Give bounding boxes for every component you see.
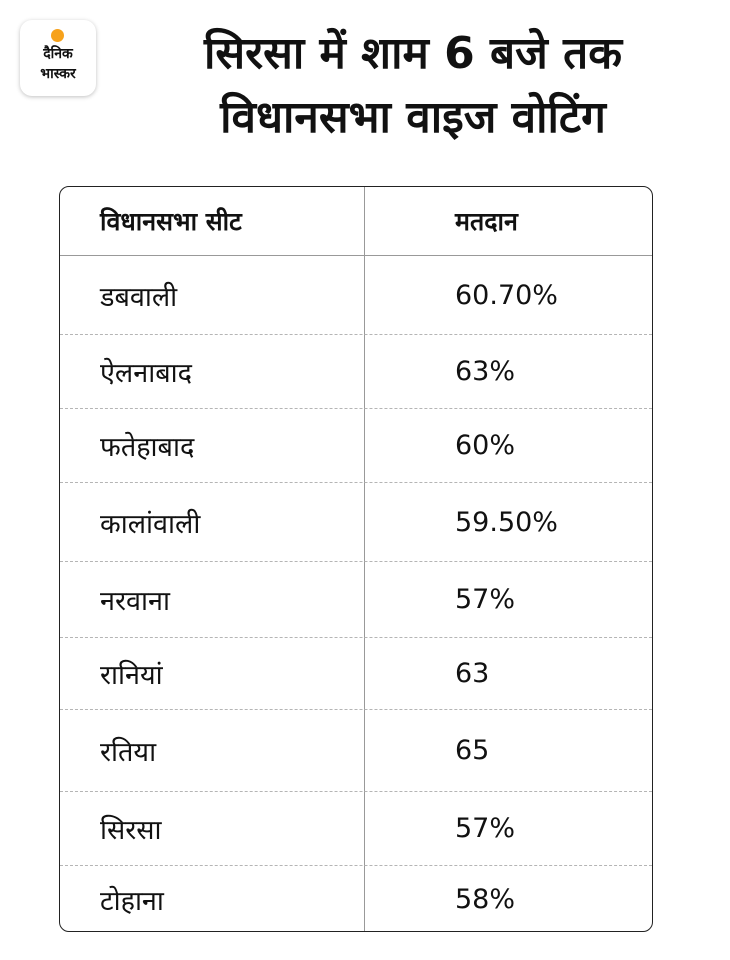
header-seat: विधानसभा सीट <box>100 207 242 236</box>
turnout-value: 59.50% <box>455 506 558 538</box>
turnout-value: 63% <box>455 356 516 387</box>
seat-name: टोहाना <box>100 886 164 917</box>
dainik-bhaskar-logo: दैनिक भास्कर <box>20 20 96 96</box>
seat-name: डबवाली <box>100 281 178 313</box>
turnout-value: 60.70% <box>455 279 558 311</box>
title-line2: विधानसभा वाइज वोटिंग <box>220 92 606 143</box>
header-turnout: मतदान <box>455 207 518 236</box>
table-row: ऐलनाबाद 63% <box>60 334 652 408</box>
seat-name: रानियां <box>100 660 163 691</box>
table-row: नरवाना 57% <box>60 561 652 637</box>
turnout-value: 57% <box>455 584 516 615</box>
table-header-row: विधानसभा सीट मतदान <box>60 187 652 255</box>
table-row: टोहाना 58% <box>60 865 652 931</box>
turnout-value: 60% <box>455 430 516 461</box>
table-row: सिरसा 57% <box>60 791 652 865</box>
turnout-value: 57% <box>455 813 516 844</box>
turnout-value: 58% <box>455 884 516 915</box>
table-row: कालांवाली 59.50% <box>60 482 652 561</box>
seat-name: रतिया <box>100 737 157 768</box>
table-row: रानियां 63 <box>60 637 652 709</box>
table-row: रतिया 65 <box>60 709 652 791</box>
sun-icon <box>51 29 64 42</box>
turnout-value: 63 <box>455 658 490 689</box>
seat-name: फतेहाबाद <box>100 432 195 463</box>
page-title: सिरसा में शाम 6 बजे तक विधानसभा वाइज वोट… <box>118 22 708 150</box>
voting-table: विधानसभा सीट मतदान डबवाली 60.70% ऐलनाबाद… <box>59 186 653 932</box>
column-divider <box>364 187 365 931</box>
turnout-value: 65 <box>455 735 490 766</box>
seat-name: नरवाना <box>100 586 171 617</box>
seat-name: सिरसा <box>100 815 162 846</box>
seat-name: कालांवाली <box>100 508 201 540</box>
logo-text-line2: भास्कर <box>40 66 76 82</box>
seat-name: ऐलनाबाद <box>100 358 192 389</box>
table-row: डबवाली 60.70% <box>60 255 652 334</box>
logo-text-line1: दैनिक <box>43 46 73 62</box>
title-line1: सिरसा में शाम 6 बजे तक <box>203 28 623 79</box>
table-row: फतेहाबाद 60% <box>60 408 652 482</box>
